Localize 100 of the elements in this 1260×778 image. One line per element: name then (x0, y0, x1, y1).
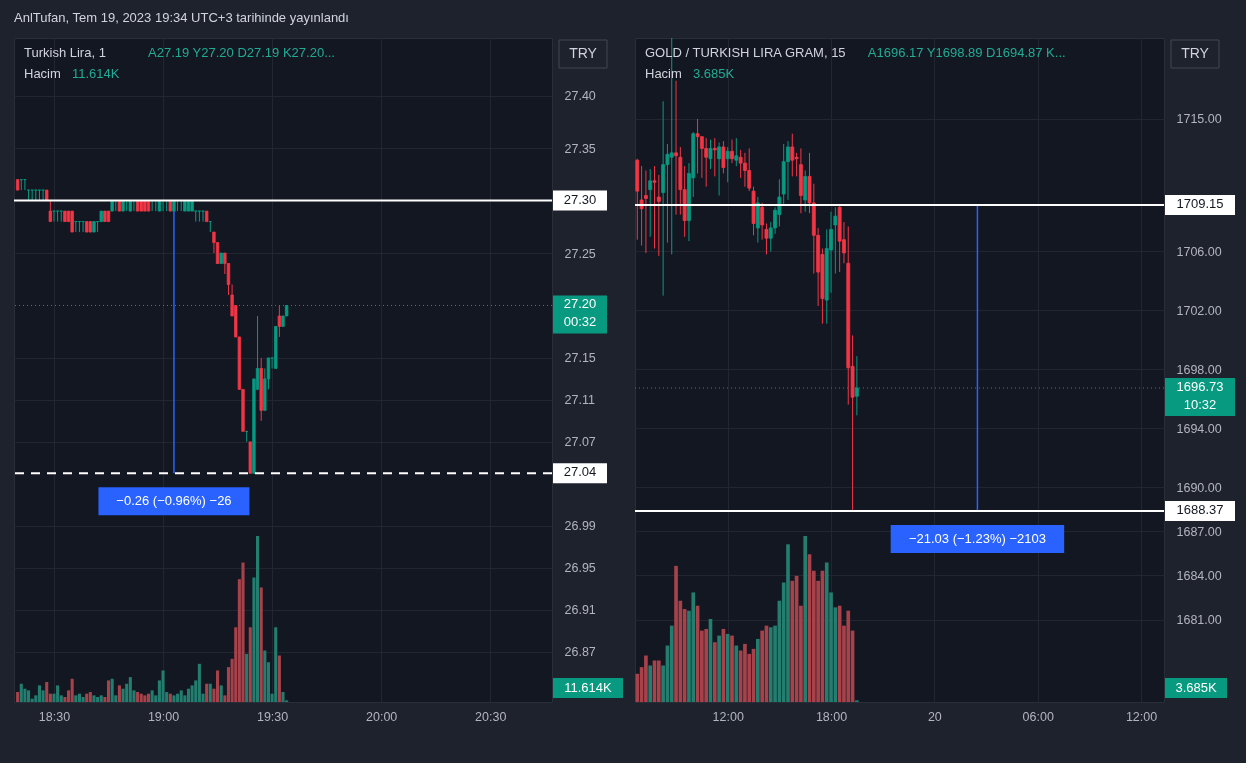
x-tick-label: 06:00 (1022, 709, 1054, 724)
bar (139, 693, 143, 702)
bar (161, 670, 165, 702)
bar (656, 660, 661, 702)
ref-line-label: 27.04 (563, 464, 597, 480)
bar (730, 635, 734, 702)
bar (743, 643, 747, 702)
bar (146, 693, 151, 702)
candlestick (34, 189, 38, 202)
bar (760, 630, 764, 702)
x-tick-label: 12:00 (712, 709, 744, 724)
bar (216, 670, 220, 702)
x-tick-label: 18:00 (815, 709, 848, 724)
ref-line-label: 1696.73 10:32 (1176, 378, 1224, 412)
y-tick-label: 27.07 (564, 435, 596, 450)
candlestick (55, 210, 60, 223)
ref-line-label: 27.30 (563, 191, 597, 207)
bar (259, 587, 263, 702)
bar (725, 633, 730, 702)
annotation: A1696.17 Y1698.89 D1694.87 K... (867, 45, 1066, 60)
bar (704, 628, 709, 702)
candlestick (704, 137, 709, 188)
candlestick (699, 136, 704, 179)
y-tick-label: 26.99 (564, 519, 596, 534)
bar (846, 610, 851, 702)
chart-title: Hacim (645, 66, 682, 81)
chart-title: Hacim (24, 66, 61, 81)
bar (150, 690, 154, 702)
text: Turkish Lira, 1 (24, 45, 106, 60)
y-tick-label: 26.95 (564, 561, 596, 576)
candlestick (30, 189, 34, 202)
bar (143, 695, 147, 702)
x-tick-label: 19:00 (147, 709, 180, 724)
bar (824, 562, 829, 702)
x-tick-label: 20 (927, 709, 942, 724)
text: TRY (1181, 45, 1210, 61)
bar (245, 653, 249, 702)
candlestick (786, 140, 790, 201)
y-tick-label: 1690.00 (1176, 480, 1222, 495)
bar (274, 627, 278, 702)
bar (88, 692, 92, 702)
bar (197, 663, 201, 702)
bar (786, 544, 790, 702)
annotation: −21.03 (−1.23%) −2103 (908, 531, 1046, 547)
text: 3.685K (1175, 680, 1217, 695)
candlestick (48, 200, 53, 223)
bar (136, 692, 140, 702)
annotation: −0.26 (−0.96%) −26 (116, 493, 232, 509)
candlestick (648, 168, 653, 238)
candlestick (760, 202, 765, 241)
ref-line-label: 1688.37 (1176, 502, 1224, 518)
candlestick (790, 133, 795, 177)
bar (81, 697, 85, 702)
bar (281, 692, 285, 702)
annotation: 3.685K (693, 66, 735, 81)
bar (27, 690, 31, 702)
ref-line-label: 27.20 00:32 (563, 296, 597, 330)
candlestick (197, 210, 202, 223)
candlestick (41, 189, 45, 202)
bar (644, 655, 648, 702)
bar (45, 682, 49, 702)
bar (128, 677, 132, 702)
bar (77, 693, 81, 702)
candlestick (730, 139, 734, 164)
candlestick (695, 118, 700, 174)
bar (92, 695, 96, 702)
bar (117, 685, 121, 702)
y-tick-label: 1694.00 (1176, 421, 1222, 436)
bar (96, 697, 100, 702)
annotation: 11.614K (72, 66, 120, 81)
y-tick-label: 1715.00 (1176, 112, 1222, 127)
candlestick (37, 189, 42, 202)
bar (110, 678, 114, 702)
bar (56, 685, 60, 702)
y-tick-label: 1698.00 (1176, 362, 1222, 377)
text: GOLD / TURKISH LIRA GRAM, 15 (645, 45, 846, 60)
bar (19, 683, 23, 702)
y-tick-label: 1681.00 (1176, 613, 1222, 628)
y-tick-label: 1706.00 (1176, 244, 1222, 259)
bar (85, 693, 89, 702)
x-tick-label: 19:30 (256, 709, 289, 724)
bar (734, 645, 739, 702)
y-tick-label: 1687.00 (1176, 524, 1222, 539)
bar (803, 536, 808, 702)
bar (23, 688, 27, 702)
candlestick (59, 210, 63, 223)
candlestick (712, 137, 717, 177)
bar (790, 580, 795, 702)
y-tick-label: 1702.00 (1176, 303, 1222, 318)
y-tick-label: 27.15 (564, 351, 596, 366)
bar (176, 693, 180, 702)
bar (248, 627, 252, 702)
bar (669, 625, 674, 702)
candlestick (725, 146, 730, 183)
y-tick-label: 27.11 (564, 393, 595, 408)
candlestick (656, 174, 661, 257)
bar (648, 665, 653, 702)
ref-line-label: 1709.15 (1176, 196, 1224, 212)
y-tick-label: 26.87 (564, 645, 596, 660)
candlestick (721, 140, 726, 174)
